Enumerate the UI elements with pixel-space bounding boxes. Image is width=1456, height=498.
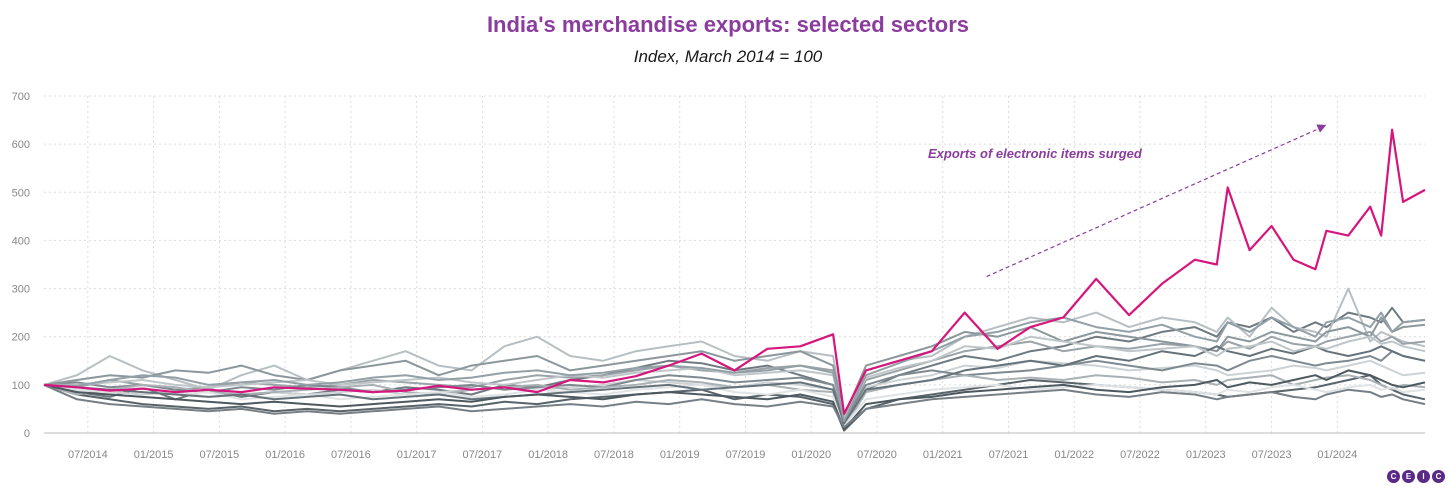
y-tick-label: 400 xyxy=(12,235,30,247)
annotation-text: Exports of electronic items surged xyxy=(928,146,1143,161)
x-tick-label: 07/2023 xyxy=(1252,449,1292,461)
x-tick-label: 07/2016 xyxy=(331,449,371,461)
x-tick-label: 07/2022 xyxy=(1120,449,1160,461)
x-tick-label: 01/2018 xyxy=(528,449,568,461)
y-tick-label: 700 xyxy=(12,91,30,103)
x-tick-label: 07/2018 xyxy=(594,449,634,461)
x-tick-label: 07/2015 xyxy=(199,449,239,461)
logo-letter: E xyxy=(1402,470,1415,483)
x-tick-label: 01/2017 xyxy=(397,449,437,461)
annotation-arrowhead xyxy=(1316,124,1327,133)
electronics-series-line xyxy=(43,128,1426,415)
background-series-line xyxy=(43,311,1426,422)
x-tick-label: 01/2021 xyxy=(923,449,963,461)
y-tick-label: 0 xyxy=(24,428,30,440)
logo-letter: C xyxy=(1432,470,1445,483)
background-series-line xyxy=(43,383,1426,429)
x-tick-label: 07/2019 xyxy=(726,449,766,461)
background-series-line xyxy=(43,345,1426,425)
chart-title: India's merchandise exports: selected se… xyxy=(486,12,970,37)
y-tick-label: 600 xyxy=(12,139,30,151)
logo-letter: C xyxy=(1387,470,1400,483)
x-tick-label: 07/2014 xyxy=(68,449,108,461)
annotation-arrow-line xyxy=(986,128,1319,278)
background-series-line xyxy=(43,383,1426,427)
highlight-series-layer xyxy=(43,128,1426,415)
x-tick-label: 01/2015 xyxy=(134,449,174,461)
x-tick-label: 01/2024 xyxy=(1317,449,1357,461)
y-tick-label: 200 xyxy=(12,332,30,344)
background-series-line xyxy=(43,316,1426,418)
x-tick-label: 01/2022 xyxy=(1054,449,1094,461)
ceic-logo: C E I C xyxy=(1387,470,1445,483)
logo-letter: I xyxy=(1417,470,1430,483)
x-tick-label: 07/2020 xyxy=(857,449,897,461)
axis-layer: 0 100 200 300 400 500 600 700 07/2014 01/2015 07/2… xyxy=(12,91,1425,461)
x-tick-label: 01/2020 xyxy=(791,449,831,461)
chart-subtitle: Index, March 2014 = 100 xyxy=(633,47,823,66)
y-tick-label: 500 xyxy=(12,187,30,199)
annotation-layer: Exports of electronic items surged xyxy=(928,124,1327,278)
x-tick-label: 01/2019 xyxy=(660,449,700,461)
y-tick-label: 300 xyxy=(12,284,30,296)
x-tick-label: 01/2023 xyxy=(1186,449,1226,461)
y-tick-label: 100 xyxy=(12,380,30,392)
x-tick-label: 07/2021 xyxy=(989,449,1029,461)
x-tick-label: 01/2016 xyxy=(265,449,305,461)
x-tick-label: 07/2017 xyxy=(463,449,503,461)
background-series-layer xyxy=(43,287,1426,432)
